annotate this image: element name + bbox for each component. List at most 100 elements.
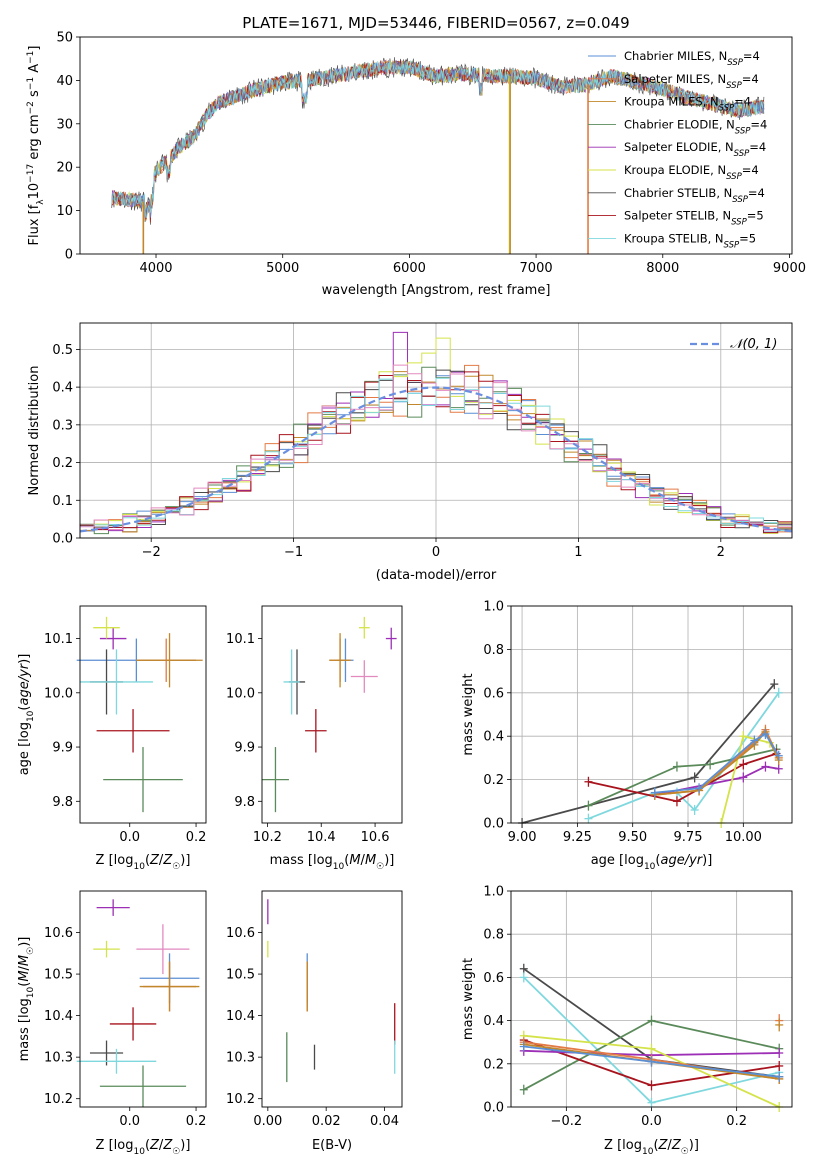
y-tick-label: 0.6 (483, 686, 504, 701)
y-tick-label: 9.9 (52, 741, 73, 756)
gaussian-reference-line (79, 386, 793, 533)
y-tick-label: 30 (56, 117, 73, 132)
x-tick-label: 9.25 (563, 830, 592, 845)
legend-label: Chabrier STELIB, NSSP=4 (624, 186, 765, 205)
legend-label: Chabrier MILES, NSSP=4 (624, 49, 760, 68)
x-tick-label: 9.75 (674, 830, 703, 845)
y-tick-label: 0.4 (483, 730, 504, 745)
y-tick-label: 10.4 (44, 1009, 73, 1024)
axes-frame (261, 890, 403, 1108)
y-tick-label: 10.5 (226, 968, 255, 983)
x-tick-label: 10.4 (307, 830, 336, 845)
y-tick-label: 10 (56, 204, 73, 219)
legend-label: Kroupa ELODIE, NSSP=4 (624, 163, 759, 182)
axes-massweight-vs-age: 9.00 9.25 9.50 9.75 10.00 0.0 0.2 0.4 0.6 0.8 1.0 m… (461, 600, 793, 872)
spectrum-legend: Chabrier MILES, NSSP=4 Salpeter MILES, NS… (588, 49, 767, 250)
y-tick-label: 9.8 (234, 795, 255, 810)
y-tick-label: 0.0 (483, 817, 504, 832)
x-tick-label: −2 (142, 545, 161, 560)
x-axis-label: Z [log10(Z/Z☉)] (96, 853, 191, 872)
y-tick-label: 0.4 (483, 1014, 504, 1029)
axes-residuals: −2 −1 0 1 2 0.0 0.1 0.2 0.3 0.4 0.5 𝒩(0, 1) (data-mo… (27, 322, 793, 583)
y-tick-label: 0.2 (52, 456, 73, 471)
x-tick-label: 10.6 (361, 830, 390, 845)
x-tick-label: 0.0 (641, 1114, 662, 1129)
y-axis-label: Flux [fλ10−17 erg cm−2 s−1 A−1] (26, 46, 46, 246)
y-axis-label: age [log10(age/yr)] (17, 654, 36, 776)
x-axis-label: (data-model)/error (376, 568, 497, 583)
y-tick-label: 0.8 (483, 643, 504, 658)
y-tick-label: 0.4 (52, 381, 73, 396)
y-tick-label: 0.2 (483, 773, 504, 788)
legend-label: Salpeter ELODIE, NSSP=4 (624, 140, 766, 159)
spectrum-line (111, 60, 765, 219)
x-tick-label: 9.50 (618, 830, 647, 845)
x-tick-label: 0.2 (186, 830, 207, 845)
legend-label: Kroupa STELIB, NSSP=5 (624, 231, 756, 250)
y-tick-label: 10.6 (226, 926, 255, 941)
axes-age-vs-mass: 10.2 10.4 10.6 9.8 9.9 10.0 10.1 mass [log10(M/… (226, 605, 403, 872)
axes-frame (79, 322, 793, 539)
axes-frame (510, 890, 793, 1108)
y-tick-label: 10.0 (226, 686, 255, 701)
x-tick-label: 0.2 (726, 1114, 747, 1129)
axes-spectrum: 4000 5000 6000 7000 8000 9000 0 10 20 30 40 50 Chabr… (26, 31, 806, 299)
mass-weight-line (521, 683, 775, 824)
y-axis-label: mass [log10(M/M☉)] (17, 937, 36, 1062)
y-axis-label: mass weight (461, 958, 476, 1040)
x-tick-label: 8000 (646, 261, 679, 276)
x-axis-label: Z [log10(Z/Z☉)] (96, 1138, 191, 1157)
x-tick-label: 0.0 (119, 830, 140, 845)
y-tick-label: 0.5 (52, 343, 73, 358)
x-tick-label: 0.00 (253, 1114, 282, 1129)
y-tick-label: 0.2 (483, 1057, 504, 1072)
y-tick-label: 0.8 (483, 928, 504, 943)
y-tick-label: 9.9 (234, 741, 255, 756)
legend-label: Salpeter MILES, NSSP=4 (624, 72, 759, 91)
figure-title: PLATE=1671, MJD=53446, FIBERID=0567, z=0… (242, 14, 629, 32)
axes-mass-vs-Z: 0.0 0.2 10.2 10.3 10.4 10.5 10.6 Z [log10(Z/Z☉)… (17, 890, 207, 1157)
y-tick-label: 20 (56, 161, 73, 176)
axes-frame (261, 605, 403, 824)
x-axis-label: E(B-V) (312, 1138, 352, 1153)
x-tick-label: 0.2 (186, 1114, 207, 1129)
axes-frame (510, 605, 793, 824)
x-tick-label: 7000 (520, 261, 553, 276)
axes-massweight-vs-Z: −0.2 0.0 0.2 0.0 0.2 0.4 0.6 0.8 1.0 mass weight Z… (461, 885, 793, 1157)
x-tick-label: 0.0 (119, 1114, 140, 1129)
x-tick-label: 6000 (393, 261, 426, 276)
y-tick-label: 10.5 (44, 968, 73, 983)
x-tick-label: −1 (284, 545, 303, 560)
y-tick-label: 0.3 (52, 418, 73, 433)
y-axis-label: Normed distribution (27, 366, 42, 496)
x-tick-label: 4000 (139, 261, 172, 276)
x-axis-label: Z [log10(Z/Z☉)] (604, 1138, 699, 1157)
y-tick-label: 10.2 (226, 1092, 255, 1107)
mass-weight-line (588, 752, 777, 803)
y-tick-label: 0.0 (483, 1101, 504, 1116)
x-tick-label: 0 (432, 545, 440, 560)
x-tick-label: 0.04 (370, 1114, 399, 1129)
legend-label: Kroupa MILES, NSSP=4 (624, 95, 751, 114)
x-tick-label: 9000 (773, 261, 806, 276)
x-tick-label: 9.00 (508, 830, 537, 845)
x-tick-label: 5000 (266, 261, 299, 276)
axes-mass-vs-EBV: 0.00 0.02 0.04 10.2 10.3 10.4 10.5 10.6 E(B-V) (226, 890, 403, 1153)
x-tick-label: 10.2 (253, 830, 282, 845)
y-tick-label: 40 (56, 74, 73, 89)
x-tick-label: 10.00 (725, 830, 762, 845)
legend-label: Chabrier ELODIE, NSSP=4 (624, 117, 767, 136)
axes-frame (79, 605, 207, 824)
y-tick-label: 1.0 (483, 600, 504, 615)
y-tick-label: 50 (56, 31, 73, 46)
x-tick-label: −0.2 (551, 1114, 583, 1129)
y-tick-label: 9.8 (52, 795, 73, 810)
y-tick-label: 0.0 (52, 532, 73, 547)
y-tick-label: 10.4 (226, 1009, 255, 1024)
y-tick-label: 0 (65, 248, 73, 263)
y-tick-label: 10.3 (226, 1051, 255, 1066)
x-tick-label: 2 (717, 545, 725, 560)
x-tick-label: 0.02 (312, 1114, 341, 1129)
y-tick-label: 10.1 (226, 632, 255, 647)
